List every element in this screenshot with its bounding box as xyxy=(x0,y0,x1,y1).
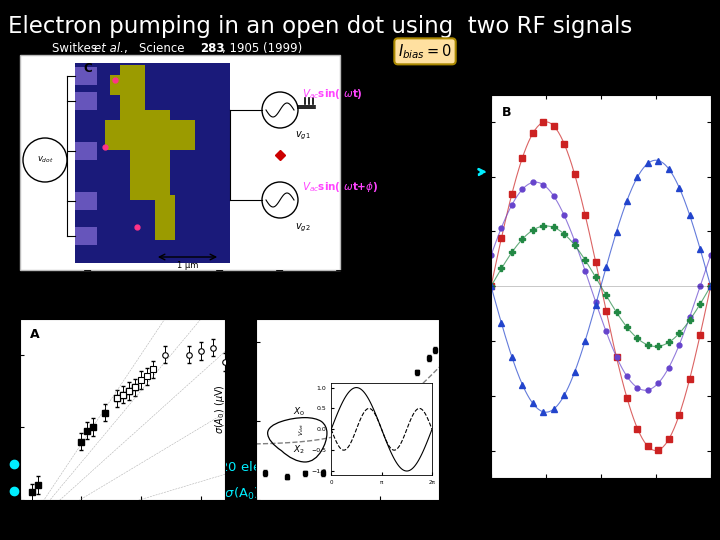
Text: ,   Science: , Science xyxy=(124,42,188,55)
Text: $V_{ac}$sin( $\omega$t): $V_{ac}$sin( $\omega$t) xyxy=(302,87,363,101)
Bar xyxy=(105,120,195,150)
Text: For small driving amplitude,   $\sigma$(A$_0$) $\propto$V$_{ac}^{2}$.: For small driving amplitude, $\sigma$(A$… xyxy=(26,485,303,505)
Text: , 1905 (1999): , 1905 (1999) xyxy=(222,42,302,55)
Text: ≡: ≡ xyxy=(336,268,345,278)
Text: 1 μm: 1 μm xyxy=(177,261,199,270)
Bar xyxy=(20,55,340,270)
X-axis label: f  (MHz): f (MHz) xyxy=(104,516,142,526)
Bar xyxy=(75,227,97,245)
Text: et al.: et al. xyxy=(94,42,124,55)
Text: $I_{bias}=0$: $I_{bias}=0$ xyxy=(398,42,452,60)
Text: A: A xyxy=(30,328,40,341)
Text: V($\phi$) $\propto$  sin($\phi$): V($\phi$) $\propto$ sin($\phi$) xyxy=(494,163,602,181)
Bar xyxy=(120,65,145,120)
Bar xyxy=(130,110,170,200)
Text: $V_{ac}$sin( $\omega$t+$\phi$): $V_{ac}$sin( $\omega$t+$\phi$) xyxy=(302,180,379,194)
Text: Switkes: Switkes xyxy=(52,42,101,55)
Text: ≡: ≡ xyxy=(215,268,225,278)
Text: C: C xyxy=(83,62,91,75)
Bar xyxy=(110,75,140,95)
Bar xyxy=(75,192,97,210)
Text: $v_{g1}$: $v_{g1}$ xyxy=(295,130,311,143)
Bar xyxy=(75,67,97,85)
Text: 283: 283 xyxy=(200,42,225,55)
Bar xyxy=(155,195,175,240)
Text: $X_0$: $X_0$ xyxy=(293,406,305,418)
Text: ≡: ≡ xyxy=(275,268,284,278)
Text: ≡: ≡ xyxy=(84,268,93,278)
Text: $v_{dot}$: $v_{dot}$ xyxy=(37,155,53,165)
Bar xyxy=(75,63,230,263)
Bar xyxy=(75,142,97,160)
Y-axis label: $V_{det}$: $V_{det}$ xyxy=(297,422,306,436)
Text: Electron pumping in an open dot using  two RF signals: Electron pumping in an open dot using tw… xyxy=(8,15,632,38)
Text: $v_{g2}$: $v_{g2}$ xyxy=(295,222,310,234)
Bar xyxy=(75,92,97,110)
X-axis label: $A_{ac}$ (mV): $A_{ac}$ (mV) xyxy=(325,519,369,533)
Text: $\sigma$(A$_0$) $\propto$ f.   slope~3pA/MHz (20 electrons/cycle): $\sigma$(A$_0$) $\propto$ f. slope~3pA/M… xyxy=(26,460,346,476)
Text: B: B xyxy=(502,106,511,119)
Text: $X_2$: $X_2$ xyxy=(293,443,305,456)
Y-axis label: $V_{det}$ ($\mu$V): $V_{det}$ ($\mu$V) xyxy=(448,265,462,308)
Y-axis label: $\sigma(A_0)$ ($\mu$V): $\sigma(A_0)$ ($\mu$V) xyxy=(213,384,227,434)
